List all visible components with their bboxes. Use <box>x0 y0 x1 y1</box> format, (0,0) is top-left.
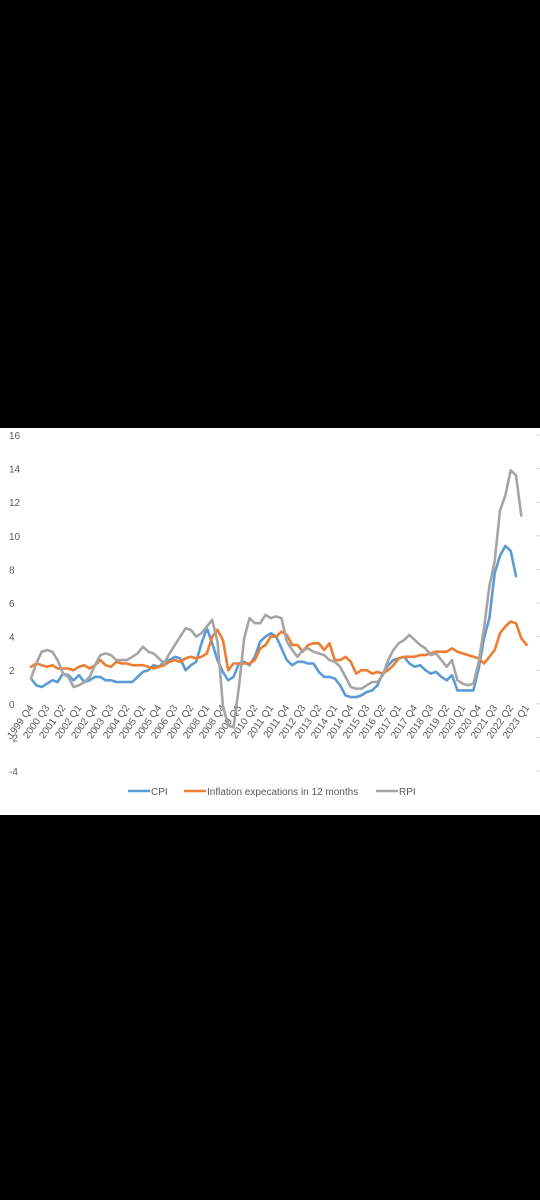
y-axis-ticks: -4 -2 0 2 4 6 8 10 12 14 16 <box>9 431 540 778</box>
legend: CPI Inflation expecations in 12 months RPI <box>128 787 416 798</box>
legend-label: CPI <box>151 787 168 798</box>
series-line-2 <box>29 620 529 675</box>
y-tick-label: 8 <box>9 565 15 576</box>
series-lines <box>29 468 529 729</box>
y-tick-label: 16 <box>9 431 21 442</box>
y-tick-label: 2 <box>9 666 15 677</box>
y-tick-label: -2 <box>9 733 18 744</box>
y-tick-label: 14 <box>9 465 21 476</box>
chart-panel: -4 -2 0 2 4 6 8 10 12 14 16 1999 Q4 2000 Q3 2001 Q2 2… <box>0 428 540 815</box>
y-tick-label: 12 <box>9 498 21 509</box>
y-tick-label: 10 <box>9 532 21 543</box>
y-tick-label: -4 <box>9 767 18 778</box>
y-tick-label: 6 <box>9 599 15 610</box>
y-tick-label: 0 <box>9 700 15 711</box>
y-tick-label: 4 <box>9 633 15 644</box>
series-line-1 <box>29 544 518 699</box>
legend-label: Inflation expecations in 12 months <box>207 787 358 798</box>
legend-label: RPI <box>399 787 416 798</box>
series-line-3 <box>29 468 523 729</box>
